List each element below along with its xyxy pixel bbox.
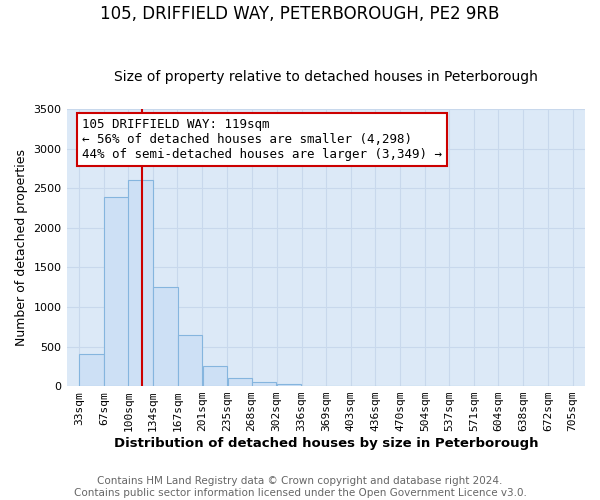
Text: Contains HM Land Registry data © Crown copyright and database right 2024.
Contai: Contains HM Land Registry data © Crown c…	[74, 476, 526, 498]
Title: Size of property relative to detached houses in Peterborough: Size of property relative to detached ho…	[114, 70, 538, 85]
X-axis label: Distribution of detached houses by size in Peterborough: Distribution of detached houses by size …	[113, 437, 538, 450]
Bar	[154, 287, 178, 386]
Y-axis label: Number of detached properties: Number of detached properties	[15, 149, 28, 346]
Text: 105, DRIFFIELD WAY, PETERBOROUGH, PE2 9RB: 105, DRIFFIELD WAY, PETERBOROUGH, PE2 9R…	[100, 5, 500, 23]
Bar	[252, 382, 277, 386]
Bar	[128, 180, 153, 386]
Bar	[203, 366, 227, 386]
Bar	[277, 384, 301, 386]
Bar	[178, 336, 202, 386]
Text: 105 DRIFFIELD WAY: 119sqm
← 56% of detached houses are smaller (4,298)
44% of se: 105 DRIFFIELD WAY: 119sqm ← 56% of detac…	[82, 118, 442, 160]
Bar	[227, 378, 252, 386]
Bar	[104, 197, 129, 386]
Bar	[79, 354, 104, 386]
